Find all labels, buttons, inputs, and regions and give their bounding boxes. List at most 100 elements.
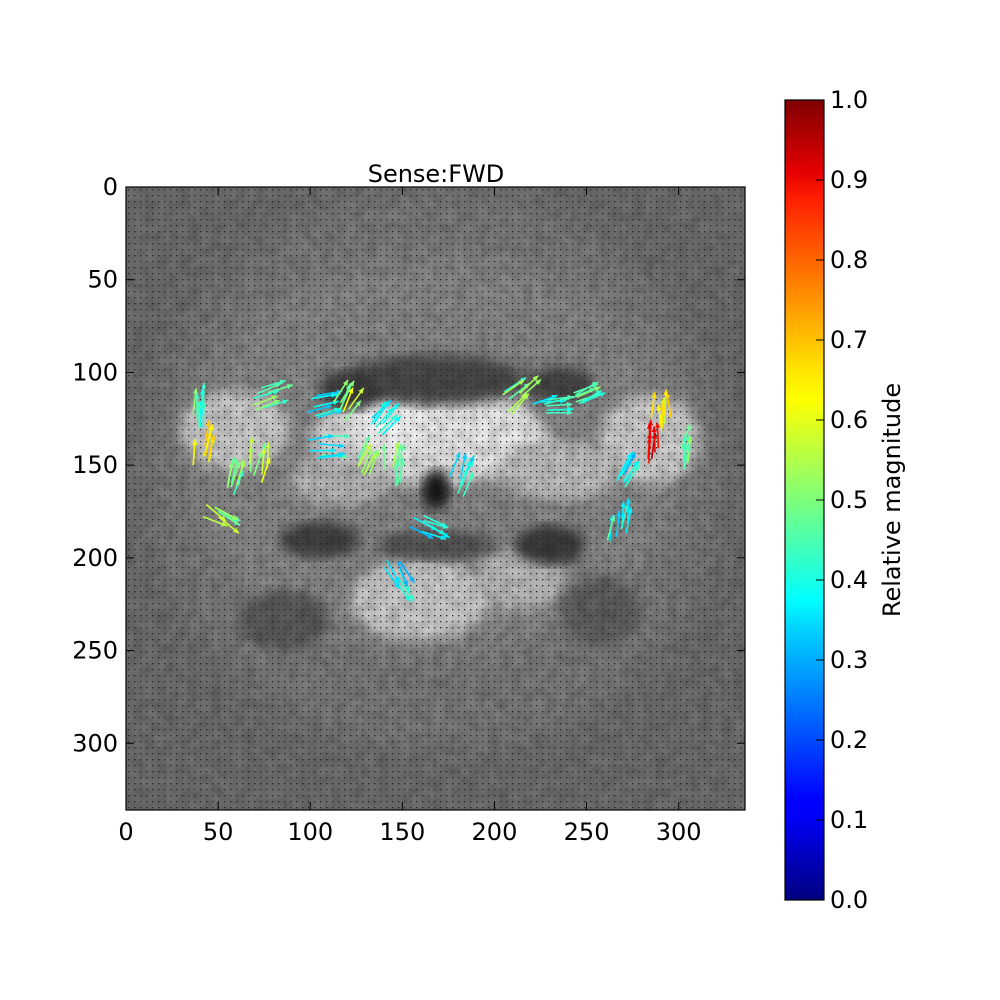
colorbar-tick-label: 0.2 [830, 726, 868, 754]
vector-arrow [618, 452, 632, 477]
vector-arrow [360, 448, 373, 474]
x-tick-label: 50 [203, 818, 234, 846]
plot-frame [125, 186, 746, 811]
vector-arrow [196, 402, 202, 429]
vector-arrow [624, 464, 640, 488]
vector-arrow [546, 402, 573, 408]
vector-arrow [362, 452, 377, 477]
vector-arrow [622, 452, 636, 477]
vector-arrow [646, 423, 653, 450]
vector-arrow [625, 507, 633, 534]
vector-arrow [333, 379, 349, 403]
y-tick-label: 50 [87, 266, 118, 294]
y-tick-label: 0 [103, 173, 118, 201]
vector-arrow [357, 443, 372, 468]
x-tick-label: 250 [564, 818, 610, 846]
colorbar-tick-label: 0.9 [830, 166, 868, 194]
y-tick-label: 150 [72, 451, 118, 479]
vector-arrow [461, 460, 471, 486]
vector-arrow [423, 515, 448, 528]
vector-arrow [256, 382, 282, 395]
vector-arrow [204, 419, 211, 446]
vector-arrow [232, 470, 244, 496]
vector-arrow [398, 560, 416, 584]
vector-arrow [576, 386, 601, 399]
vector-arrow [382, 403, 400, 425]
x-tick-label: 150 [379, 818, 425, 846]
colorbar-tick-label: 0.0 [830, 886, 868, 914]
vector-arrow [356, 434, 371, 459]
vector-arrow [532, 394, 558, 405]
colorbar-tick-label: 0.4 [830, 566, 868, 594]
colorbar-ticks: 0.0 0.1 0.2 0.3 0.4 0.5 0.6 0.7 0.8 0.9 1.0 [816, 86, 868, 914]
vector-arrow [253, 389, 280, 399]
colorbar-label: Relative magnitude [878, 383, 906, 617]
x-axis: 0 50 100 150 200 250 300 [118, 187, 702, 846]
vector-arrow [654, 422, 661, 449]
vector-arrow [255, 399, 281, 411]
vector-arrow [261, 448, 267, 475]
vector-arrow [520, 378, 542, 398]
vector-arrow [507, 393, 528, 413]
vector-arrow [399, 456, 405, 483]
vector-arrow [409, 526, 434, 540]
vector-arrow [260, 457, 271, 483]
vector-arrow [306, 404, 333, 414]
vector-arrow [373, 400, 391, 423]
vector-arrow [650, 392, 657, 419]
colorbar: 0.0 0.1 0.2 0.3 0.4 0.5 0.6 0.7 0.8 0.9 1.0 Relati… [784, 86, 906, 914]
vector-arrow [462, 472, 474, 498]
vector-arrow [202, 515, 228, 527]
x-tick-label: 0 [118, 818, 133, 846]
vector-arrow [230, 458, 239, 484]
x-tick-label: 300 [656, 818, 702, 846]
vector-arrow [381, 415, 402, 436]
vector-arrow [546, 410, 573, 416]
vector-arrow [214, 506, 238, 521]
vector-arrow [547, 394, 574, 401]
vector-arrow [578, 389, 602, 405]
vector-arrow [581, 391, 606, 404]
colorbar-tick-label: 0.8 [830, 246, 868, 274]
vector-arrow [651, 426, 657, 453]
vector-arrow [377, 414, 398, 434]
vector-arrow [252, 450, 263, 477]
vector-arrow [311, 392, 337, 400]
vector-arrow [386, 559, 401, 584]
y-tick-label: 200 [72, 544, 118, 572]
vector-arrow [449, 451, 461, 477]
vector-arrow [682, 435, 688, 462]
x-tick-label: 200 [472, 818, 518, 846]
vector-arrow [310, 447, 337, 453]
vector-arrow [381, 443, 387, 470]
vector-arrow [317, 452, 344, 459]
colorbar-tick-label: 0.3 [830, 646, 868, 674]
vector-arrow [248, 437, 255, 464]
vector-arrow [342, 387, 354, 413]
vector-arrow [606, 515, 616, 541]
vector-arrow [192, 388, 199, 415]
vector-arrow [421, 530, 447, 540]
vector-arrow [518, 374, 539, 395]
vector-arrow [615, 510, 622, 537]
dot-grid [126, 187, 745, 810]
vector-arrow [347, 387, 365, 410]
vector-arrow [383, 566, 401, 590]
vector-arrow [344, 400, 362, 422]
vector-arrow [459, 453, 468, 479]
vector-arrow [217, 510, 241, 526]
vector-arrow [201, 382, 207, 409]
vector-arrow [207, 434, 216, 460]
colorbar-tick-label: 0.1 [830, 806, 868, 834]
vector-arrow [502, 379, 525, 396]
vector-arrow [397, 561, 409, 587]
vector-arrow [511, 393, 530, 415]
vector-arrow [680, 423, 691, 449]
vector-arrow [575, 381, 599, 396]
vector-arrow [226, 462, 234, 489]
vector-arrow [318, 442, 345, 449]
colorbar-tick-label: 0.7 [830, 326, 868, 354]
vector-arrow [683, 443, 692, 470]
x-tick-label: 100 [287, 818, 333, 846]
y-tick-label: 250 [72, 637, 118, 665]
